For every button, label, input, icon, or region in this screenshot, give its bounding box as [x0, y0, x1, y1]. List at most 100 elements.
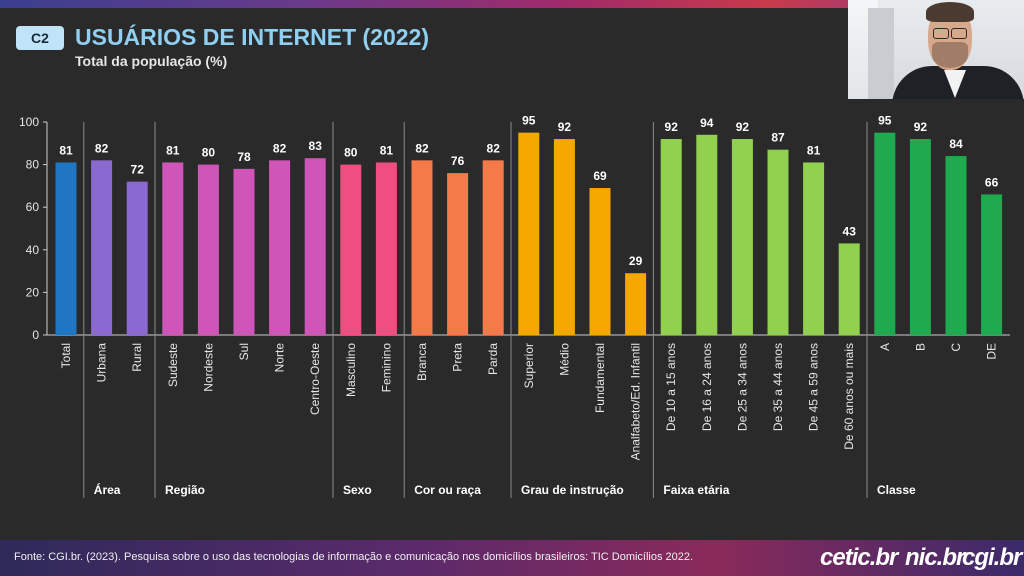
- data-label: 95: [522, 114, 536, 128]
- category-label: Rural: [130, 343, 144, 372]
- data-label: 66: [985, 175, 999, 189]
- category-label: De 10 a 15 anos: [664, 343, 678, 431]
- data-label: 82: [487, 141, 501, 155]
- bar: [55, 162, 77, 335]
- bar: [447, 173, 469, 335]
- data-label: 92: [665, 120, 679, 134]
- category-label: Fundamental: [593, 343, 607, 413]
- data-label: 43: [843, 224, 857, 238]
- data-label: 80: [202, 146, 216, 160]
- category-label: Nordeste: [201, 343, 215, 392]
- bar: [767, 149, 789, 335]
- category-label: Parda: [486, 343, 500, 375]
- category-label: Preta: [451, 343, 465, 372]
- bar: [838, 243, 860, 335]
- data-label: 82: [273, 141, 287, 155]
- data-label: 72: [131, 163, 145, 177]
- bar: [874, 132, 896, 335]
- group-label: Classe: [877, 483, 916, 497]
- bar: [731, 139, 753, 335]
- category-label: Sul: [237, 343, 251, 360]
- bar: [126, 181, 148, 335]
- data-label: 81: [166, 143, 180, 157]
- data-label: 81: [59, 143, 73, 157]
- presenter-beard: [932, 42, 968, 68]
- data-label: 69: [593, 169, 607, 183]
- bar: [625, 273, 647, 335]
- data-label: 80: [344, 146, 358, 160]
- data-label: 92: [736, 120, 750, 134]
- bar: [91, 160, 113, 335]
- category-label: Branca: [415, 343, 429, 381]
- presenter-hair: [926, 2, 974, 22]
- chart-title: USUÁRIOS DE INTERNET (2022): [75, 24, 430, 50]
- presenter-glasses-left: [933, 28, 949, 39]
- category-label: De 25 a 34 anos: [735, 343, 749, 431]
- bar: [269, 160, 291, 335]
- category-label: Norte: [273, 343, 287, 373]
- presenter-glasses-right: [951, 28, 967, 39]
- logo-cgi: cgi.br: [962, 544, 1022, 571]
- group-label: Região: [165, 483, 205, 497]
- group-label: Grau de instrução: [521, 483, 624, 497]
- category-label: Médio: [557, 343, 571, 376]
- group-label: Sexo: [343, 483, 372, 497]
- bar: [803, 162, 825, 335]
- category-label: Centro-Oeste: [308, 343, 322, 415]
- group-label: Área: [94, 482, 121, 497]
- chart-id-badge: C2: [16, 26, 64, 50]
- category-label: B: [913, 343, 927, 351]
- data-label: 87: [771, 131, 785, 145]
- bar: [375, 162, 397, 335]
- data-label: 82: [95, 141, 109, 155]
- data-label: 78: [237, 150, 251, 164]
- data-label: 83: [309, 139, 323, 153]
- data-label: 81: [807, 143, 821, 157]
- data-label: 81: [380, 143, 394, 157]
- bar: [981, 194, 1003, 335]
- group-label: Faixa etária: [663, 483, 729, 497]
- category-label: De 60 anos ou mais: [842, 343, 856, 450]
- data-label: 92: [914, 120, 928, 134]
- category-label: Sudeste: [166, 343, 180, 387]
- category-label: Feminino: [379, 343, 393, 393]
- bar: [304, 158, 326, 335]
- bar: [340, 164, 362, 335]
- y-tick-label: 0: [32, 328, 39, 342]
- data-label: 76: [451, 154, 465, 168]
- bar: [411, 160, 433, 335]
- bar: [696, 134, 718, 335]
- category-label: De 16 a 24 anos: [700, 343, 714, 431]
- top-gradient-bar: [0, 0, 1024, 8]
- category-label: DE: [985, 343, 999, 360]
- category-label: Urbana: [95, 343, 109, 383]
- y-tick-label: 100: [19, 115, 39, 129]
- data-label: 94: [700, 116, 714, 130]
- bar: [482, 160, 504, 335]
- bar: [233, 168, 255, 335]
- presenter-webcam: [848, 0, 1024, 99]
- bar: [945, 156, 967, 335]
- category-label: A: [878, 343, 892, 351]
- y-tick-label: 20: [26, 285, 40, 299]
- y-tick-label: 60: [26, 200, 40, 214]
- footer-source-text: Fonte: CGI.br. (2023). Pesquisa sobre o …: [14, 551, 694, 563]
- webcam-door-bg: [868, 8, 894, 99]
- data-label: 92: [558, 120, 572, 134]
- logo-nic: nic.br: [905, 544, 965, 571]
- category-label: Total: [59, 343, 73, 368]
- category-label: C: [949, 343, 963, 352]
- group-label: Cor ou raça: [414, 483, 481, 497]
- category-label: Analfabeto/Ed. Infantil: [629, 343, 643, 460]
- y-tick-label: 80: [26, 158, 40, 172]
- category-label: De 45 a 59 anos: [807, 343, 821, 431]
- bar: [518, 132, 540, 335]
- logo-cetic: cetic.br: [820, 544, 898, 571]
- data-label: 29: [629, 254, 643, 268]
- data-label: 84: [949, 137, 963, 151]
- y-tick-label: 40: [26, 243, 40, 257]
- bar: [589, 188, 611, 335]
- bar-chart: 0 20 40 60 80 100 81 Total 82 Urbana 72 Rural Área 81…: [19, 114, 1010, 498]
- bar: [660, 139, 682, 335]
- data-label: 95: [878, 114, 892, 128]
